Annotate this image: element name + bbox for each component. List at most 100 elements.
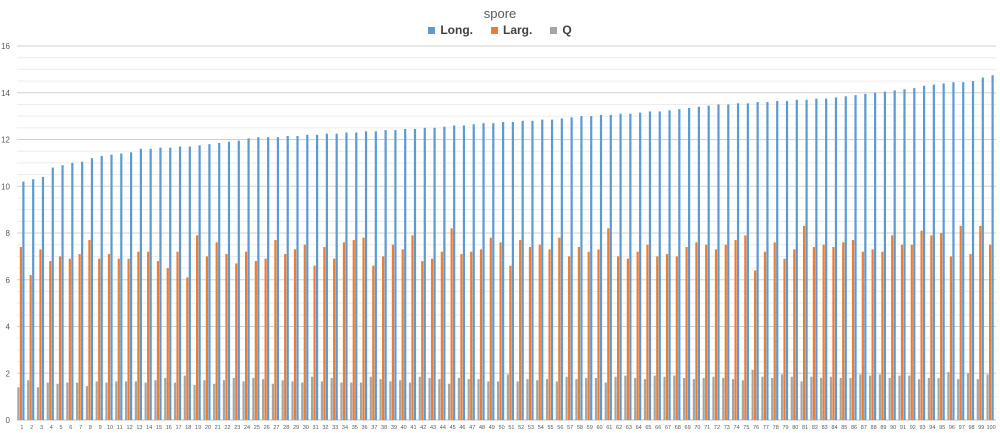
x-tick-label: 65 (645, 425, 651, 431)
x-tick-label: 92 (910, 425, 916, 431)
x-tick-label: 44 (440, 425, 446, 431)
bar-larg-22 (225, 254, 228, 420)
bar-larg-15 (156, 261, 160, 420)
bar-long-9 (100, 155, 103, 421)
bar-long-1 (22, 181, 25, 420)
bar-q-81 (800, 381, 803, 420)
bar-q-51 (506, 374, 509, 420)
bar-larg-10 (107, 254, 111, 420)
bar-long-30 (306, 134, 309, 420)
bar-long-95 (942, 83, 945, 421)
bar-larg-52 (519, 240, 522, 420)
bar-long-65 (648, 111, 652, 420)
bar-q-37 (369, 376, 372, 420)
bar-q-73 (722, 377, 725, 420)
x-tick-label: 74 (733, 425, 739, 431)
bar-long-97 (962, 82, 965, 420)
bar-long-73 (727, 104, 730, 420)
x-tick-label: 10 (107, 425, 113, 431)
bar-larg-72 (714, 249, 718, 420)
bar-long-63 (629, 113, 632, 420)
bar-q-39 (389, 381, 392, 420)
x-tick-label: 66 (655, 425, 661, 431)
bar-q-58 (575, 379, 578, 420)
x-tick-label: 3 (40, 425, 43, 431)
bar-q-16 (164, 377, 167, 420)
x-tick-label: 57 (567, 425, 573, 431)
bar-long-66 (658, 111, 661, 420)
bar-larg-84 (832, 247, 835, 420)
bar-q-79 (780, 374, 784, 420)
bar-long-83 (825, 98, 828, 420)
bar-long-11 (120, 153, 123, 420)
bar-long-67 (668, 110, 671, 420)
bar-q-90 (888, 377, 891, 420)
bar-long-88 (874, 92, 877, 420)
x-tick-label: 7 (79, 425, 82, 431)
bar-q-99 (976, 379, 979, 420)
x-tick-label: 70 (694, 425, 700, 431)
bar-larg-63 (626, 258, 629, 420)
bar-q-29 (291, 381, 294, 420)
x-tick-label: 46 (459, 425, 465, 431)
x-tick-label: 78 (773, 425, 779, 431)
bar-larg-85 (842, 242, 845, 420)
bar-q-50 (497, 381, 500, 420)
bar-long-77 (766, 102, 769, 420)
bar-q-30 (301, 382, 304, 420)
bar-larg-57 (568, 256, 571, 421)
legend-swatch-larg (490, 26, 498, 34)
x-tick-label: 75 (743, 425, 749, 431)
x-tick-label: 79 (782, 425, 788, 431)
bar-q-21 (213, 383, 216, 420)
bar-larg-66 (656, 256, 659, 421)
bar-long-41 (413, 128, 417, 421)
x-tick-label: 17 (175, 425, 181, 431)
x-tick-label: 35 (352, 425, 358, 431)
x-tick-label: 18 (185, 425, 191, 431)
x-tick-label: 67 (665, 425, 671, 431)
bar-long-19 (198, 145, 201, 420)
x-tick-label: 87 (861, 425, 867, 431)
x-tick-label: 100 (987, 425, 996, 431)
bar-q-98 (966, 373, 970, 420)
bar-larg-81 (802, 225, 806, 420)
bar-larg-80 (793, 249, 796, 420)
x-tick-label: 47 (469, 425, 475, 431)
bar-long-89 (883, 91, 887, 420)
x-tick-label: 71 (704, 425, 710, 431)
bar-q-32 (320, 381, 323, 420)
x-tick-label: 49 (489, 425, 495, 431)
x-tick-label: 23 (234, 425, 240, 431)
x-tick-label: 60 (596, 425, 602, 431)
bar-q-74 (731, 379, 735, 420)
bar-long-72 (717, 104, 720, 420)
bar-long-57 (570, 117, 573, 420)
bar-larg-38 (382, 256, 385, 421)
bar-q-95 (937, 377, 940, 420)
bar-long-75 (746, 103, 749, 421)
legend-swatch-q (550, 26, 558, 34)
legend-item-long: Long. (428, 23, 473, 37)
y-tick-label: 0 (6, 416, 11, 425)
bar-larg-62 (616, 256, 620, 421)
x-tick-label: 85 (841, 425, 847, 431)
bar-larg-58 (577, 247, 581, 420)
bar-q-47 (467, 379, 470, 420)
bar-q-40 (399, 380, 402, 420)
x-tick-label: 41 (410, 425, 416, 431)
bar-larg-11 (117, 258, 120, 420)
bar-q-70 (692, 379, 695, 420)
bar-long-59 (590, 116, 593, 421)
bar-q-64 (634, 377, 637, 420)
bar-long-24 (247, 138, 250, 420)
x-tick-label: 95 (939, 425, 945, 431)
bar-q-82 (810, 376, 813, 420)
bar-larg-1 (19, 247, 22, 420)
x-tick-label: 73 (724, 425, 730, 431)
bar-larg-21 (215, 242, 218, 420)
x-tick-label: 29 (293, 425, 299, 431)
x-tick-label: 24 (244, 425, 250, 431)
bar-long-93 (922, 85, 926, 421)
